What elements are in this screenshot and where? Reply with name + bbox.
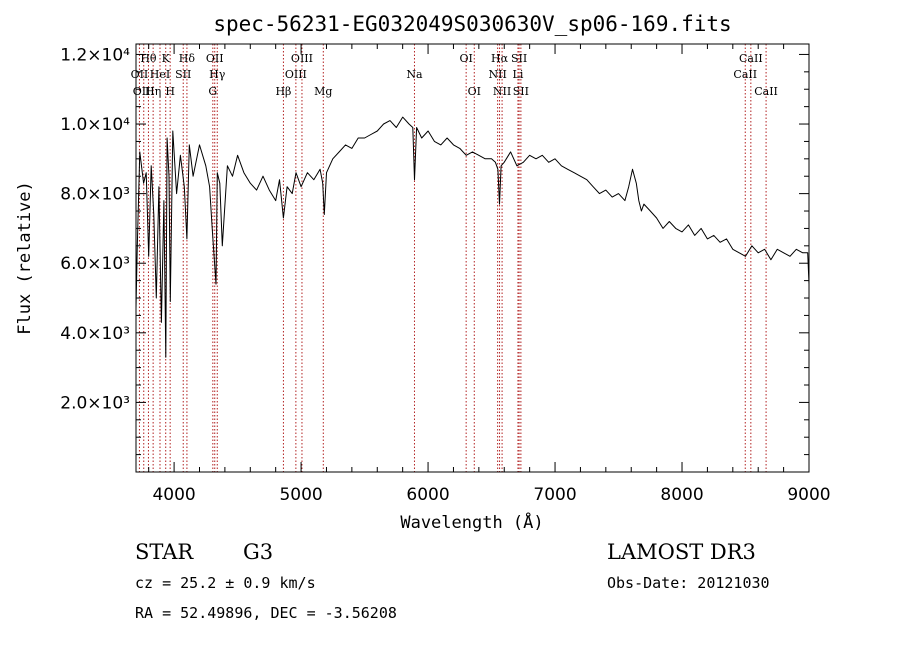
spectral-line-label: Hα xyxy=(491,52,509,65)
spectral-line-label: Hη xyxy=(145,85,161,98)
x-tick-label: 4000 xyxy=(152,485,195,505)
x-tick-label: 7000 xyxy=(533,485,576,505)
y-tick-label: 4.0×10³ xyxy=(60,324,130,344)
spectral-line-label: Hδ xyxy=(179,52,196,65)
spectral-line-label: OI xyxy=(459,52,472,65)
spectrum-line xyxy=(135,116,810,358)
spectral-line-label: OII xyxy=(131,68,149,81)
spectral-line-label: SII xyxy=(511,52,527,65)
spectral-line-label: Li xyxy=(513,68,524,81)
spectral-line-label: Hγ xyxy=(209,68,226,81)
survey-name: LAMOST DR3 xyxy=(607,540,756,564)
spectral-line-label: SII xyxy=(513,85,529,98)
coordinates-text: RA = 52.49896, DEC = -3.56208 xyxy=(135,604,397,622)
spectral-line-label: OI xyxy=(468,85,481,98)
spectral-line-label: K xyxy=(162,52,171,65)
plot-axes xyxy=(135,43,810,473)
y-tick-label: 1.0×10⁴ xyxy=(60,115,130,135)
spectral-line-label: NII xyxy=(488,68,506,81)
spectral-line-label: Na xyxy=(406,68,423,81)
spectral-line-label: Mg xyxy=(314,85,332,98)
plot-frame xyxy=(135,43,810,473)
object-class: STAR xyxy=(135,540,194,564)
spectral-line-label: G xyxy=(208,85,217,98)
chart-title: spec-56231-EG032049S030630V_sp06-169.fit… xyxy=(213,12,732,36)
spectral-line-label: NII xyxy=(493,85,511,98)
spectral-line-label: CaII xyxy=(739,52,763,65)
y-tick-label: 8.0×10³ xyxy=(60,185,130,205)
spectral-line-markers xyxy=(138,44,767,472)
y-axis-label: Flux (relative) xyxy=(15,181,35,335)
spectral-line-label: CaII xyxy=(733,68,757,81)
x-tick-label: 5000 xyxy=(279,485,322,505)
spectral-line-label: CaII xyxy=(754,85,778,98)
obs-date-text: Obs-Date: 20121030 xyxy=(607,574,770,592)
redshift-text: cz = 25.2 ± 0.9 km/s xyxy=(135,574,316,592)
spectral-line-label: OIII xyxy=(291,52,313,65)
spectral-line-label: HeI xyxy=(150,68,170,81)
spectral-line-label: SII xyxy=(175,68,191,81)
spectral-line-label: H xyxy=(165,85,175,98)
spectral-line-label: OII xyxy=(206,52,224,65)
x-tick-label: 8000 xyxy=(660,485,703,505)
y-tick-label: 1.2×10⁴ xyxy=(60,45,130,65)
spectrum-series xyxy=(135,116,810,358)
x-tick-label: 6000 xyxy=(406,485,449,505)
object-subclass: G3 xyxy=(243,540,274,564)
y-tick-label: 6.0×10³ xyxy=(60,254,130,274)
x-tick-label: 9000 xyxy=(787,485,830,505)
spectral-line-label: OIII xyxy=(133,85,155,98)
spectral-line-label: Hθ xyxy=(140,52,157,65)
spectral-line-label: OIII xyxy=(285,68,307,81)
y-tick-label: 2.0×10³ xyxy=(60,393,130,413)
x-axis-label: Wavelength (Å) xyxy=(400,511,543,533)
spectral-line-label: Hβ xyxy=(275,85,291,98)
